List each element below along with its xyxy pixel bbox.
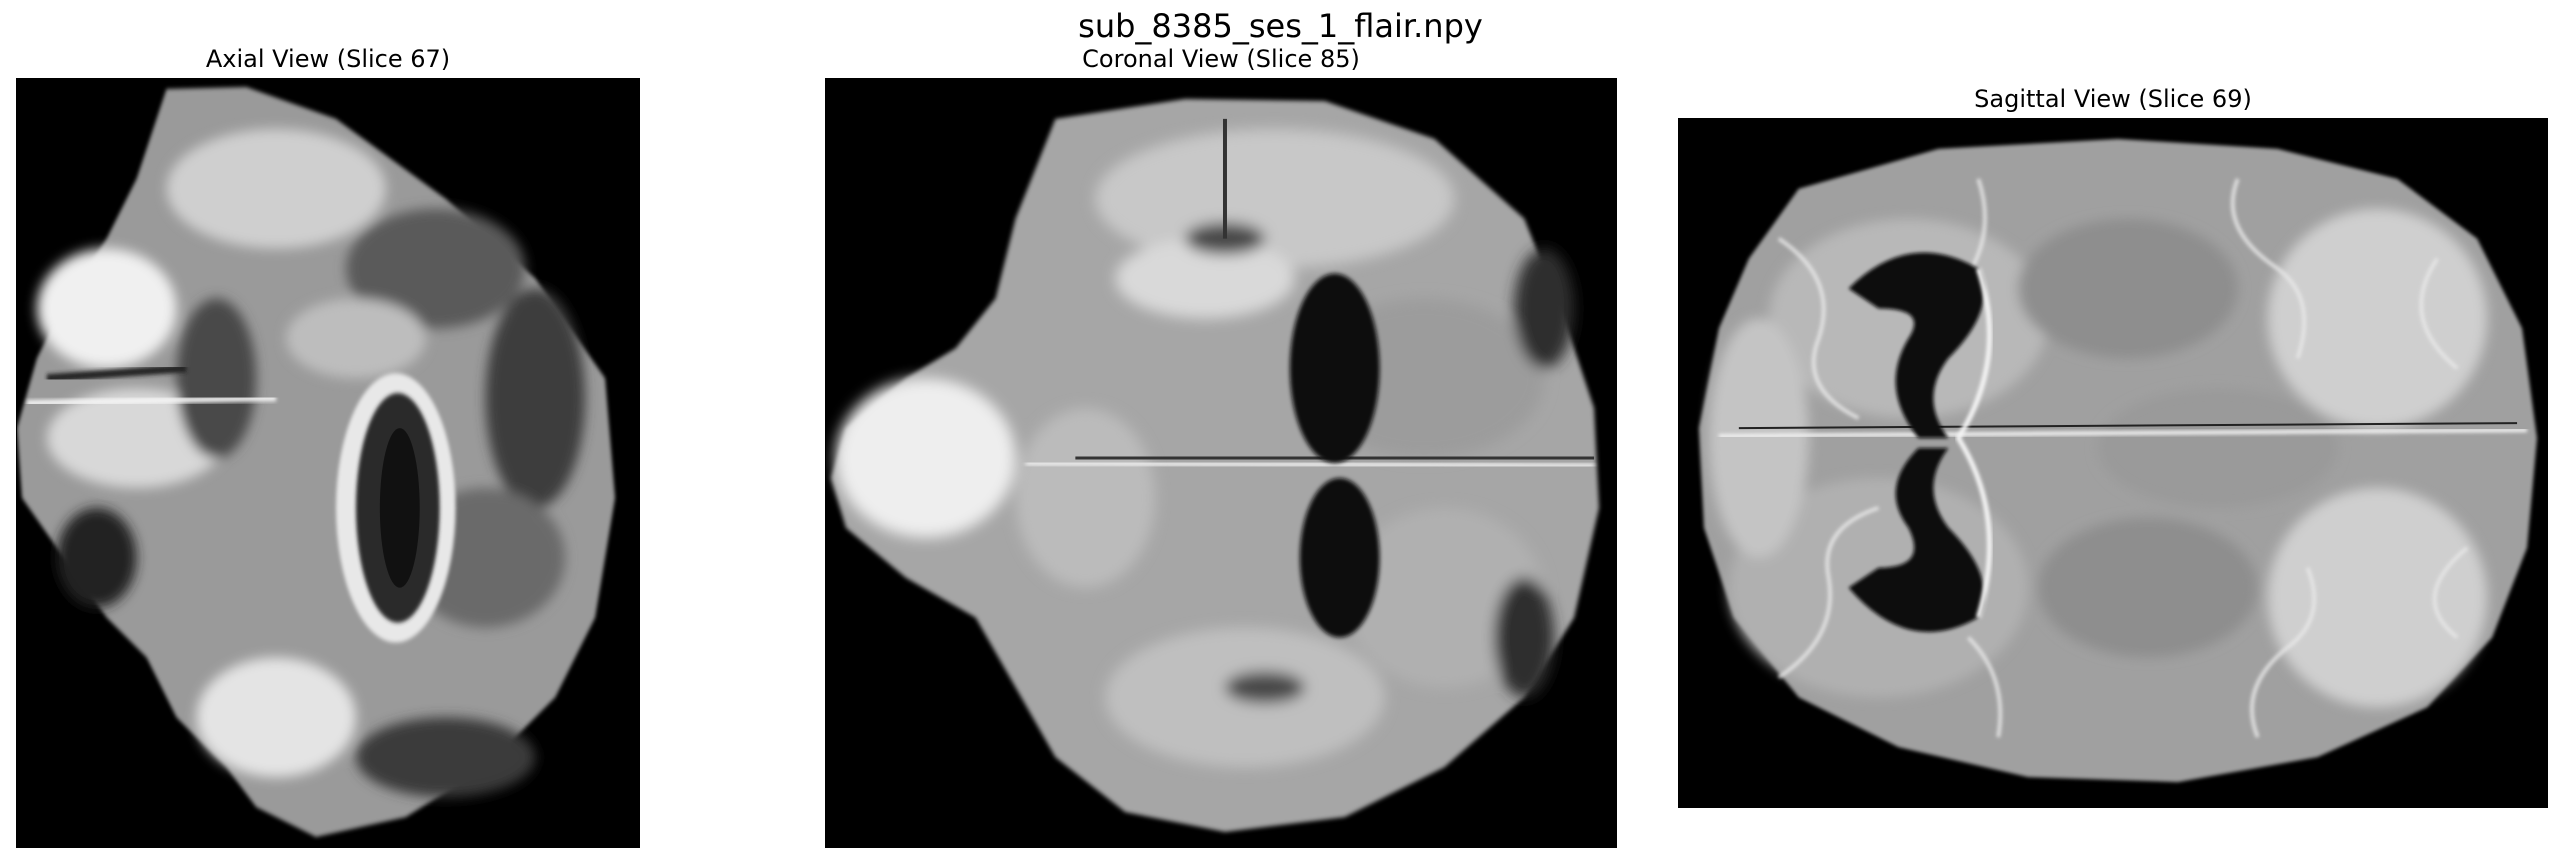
axial-view-image [16, 78, 640, 848]
figure-title: sub_8385_ses_1_flair.npy [1078, 7, 1483, 45]
axial-view-title: Axial View (Slice 67) [205, 45, 451, 73]
sagittal-brain-slice [1679, 119, 2547, 807]
sagittal-view-title: Sagittal View (Slice 69) [1974, 85, 2252, 113]
coronal-brain-slice [826, 79, 1616, 847]
axial-brain-slice [17, 79, 639, 847]
coronal-view-image [825, 78, 1617, 848]
sagittal-view-image [1678, 118, 2548, 808]
coronal-view-title: Coronal View (Slice 85) [1082, 45, 1360, 73]
